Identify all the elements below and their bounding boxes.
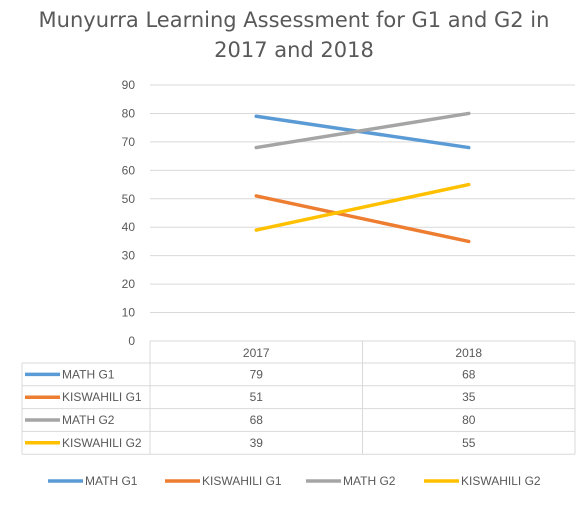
data-label: 55 — [462, 436, 476, 450]
series-line-math-g2 — [254, 111, 471, 150]
y-tick-label: 0 — [128, 334, 135, 348]
y-tick-label: 40 — [122, 220, 136, 234]
table-series-name: MATH G1 — [62, 367, 115, 381]
y-tick-label: 50 — [122, 192, 136, 206]
data-label: 80 — [462, 413, 476, 427]
data-label: 51 — [250, 390, 264, 404]
x-category-label: 2018 — [455, 346, 482, 360]
y-tick-label: 70 — [122, 135, 136, 149]
chart-title-line-2: 2017 and 2018 — [214, 38, 374, 62]
legend-label: KISWAHILI G1 — [202, 474, 282, 488]
table-series-name: KISWAHILI G1 — [62, 390, 142, 404]
y-tick-label: 80 — [122, 106, 136, 120]
y-tick-label: 20 — [122, 277, 136, 291]
table-series-name: KISWAHILI G2 — [62, 436, 142, 450]
legend-label: MATH G2 — [343, 474, 396, 488]
data-label: 68 — [250, 413, 264, 427]
legend-label: MATH G1 — [85, 474, 138, 488]
data-label: 39 — [250, 436, 264, 450]
chart-title-line-1: Munyurra Learning Assessment for G1 and … — [38, 8, 550, 32]
y-tick-label: 10 — [122, 306, 136, 320]
series-line-kiswahili-g2 — [254, 182, 471, 232]
y-tick-label: 60 — [122, 163, 136, 177]
table-series-name: MATH G2 — [62, 413, 115, 427]
y-tick-label: 90 — [122, 78, 136, 92]
series-line-kiswahili-g1 — [254, 194, 471, 244]
data-label: 68 — [462, 367, 476, 381]
legend-label: KISWAHILI G2 — [461, 474, 541, 488]
data-label: 35 — [462, 390, 476, 404]
x-category-label: 2017 — [243, 346, 270, 360]
y-tick-label: 30 — [122, 249, 136, 263]
data-label: 79 — [250, 367, 264, 381]
